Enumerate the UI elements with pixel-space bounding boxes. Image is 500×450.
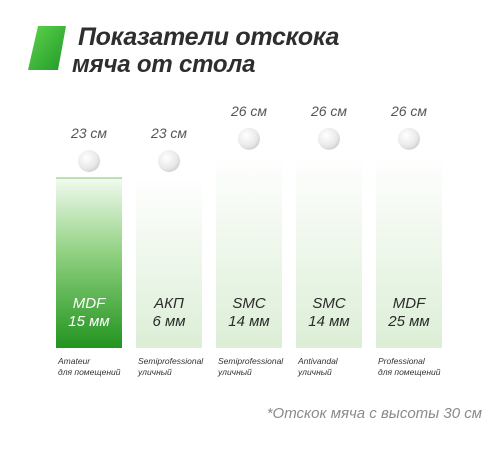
material-label-4: SMC <box>312 295 346 312</box>
thickness-label-5: 25 мм <box>387 313 429 330</box>
ball-3 <box>238 127 260 150</box>
footnote: *Отскок мяча с высоты 30 см <box>266 405 482 422</box>
category-line2-3: уличный <box>217 367 252 377</box>
ball-4 <box>318 127 340 150</box>
bar-3 <box>216 155 282 348</box>
category-line2-4: уличный <box>297 367 332 377</box>
ball-2 <box>158 150 180 172</box>
bounce-label-5: 26 см <box>390 103 427 119</box>
bounce-label-1: 23 см <box>70 125 107 141</box>
material-label-5: MDF <box>393 295 426 312</box>
material-label-1: MDF <box>73 295 106 312</box>
bounce-label-2: 23 см <box>150 125 187 141</box>
category-line1-3: Semiprofessional <box>218 356 284 366</box>
category-line1-4: Antivandal <box>297 356 339 366</box>
thickness-label-2: 6 мм <box>152 313 185 330</box>
category-line2-2: уличный <box>137 367 172 377</box>
page-title: Показатели отскока <box>78 23 340 51</box>
bar-5 <box>376 155 442 348</box>
page-subtitle: мяча от стола <box>72 51 256 78</box>
category-line2-5: для помещений <box>378 367 441 377</box>
category-line1-1: Amateur <box>57 356 91 366</box>
category-line1-5: Professional <box>378 356 426 366</box>
bar-4 <box>296 155 362 348</box>
ball-5 <box>398 127 420 150</box>
bar-2 <box>136 178 202 348</box>
bar-1 <box>56 178 122 348</box>
category-line1-2: Semiprofessional <box>138 356 204 366</box>
category-line2-1: для помещений <box>58 367 121 377</box>
bounce-label-4: 26 см <box>310 103 347 119</box>
brand-parallelogram-icon <box>28 26 66 70</box>
thickness-label-4: 14 мм <box>308 313 349 330</box>
material-label-3: SMC <box>232 295 266 312</box>
thickness-label-1: 15 мм <box>68 313 109 330</box>
material-label-2: АКП <box>153 295 184 312</box>
ball-1 <box>78 150 100 172</box>
bounce-label-3: 26 см <box>230 103 267 119</box>
thickness-label-3: 14 мм <box>228 313 269 330</box>
